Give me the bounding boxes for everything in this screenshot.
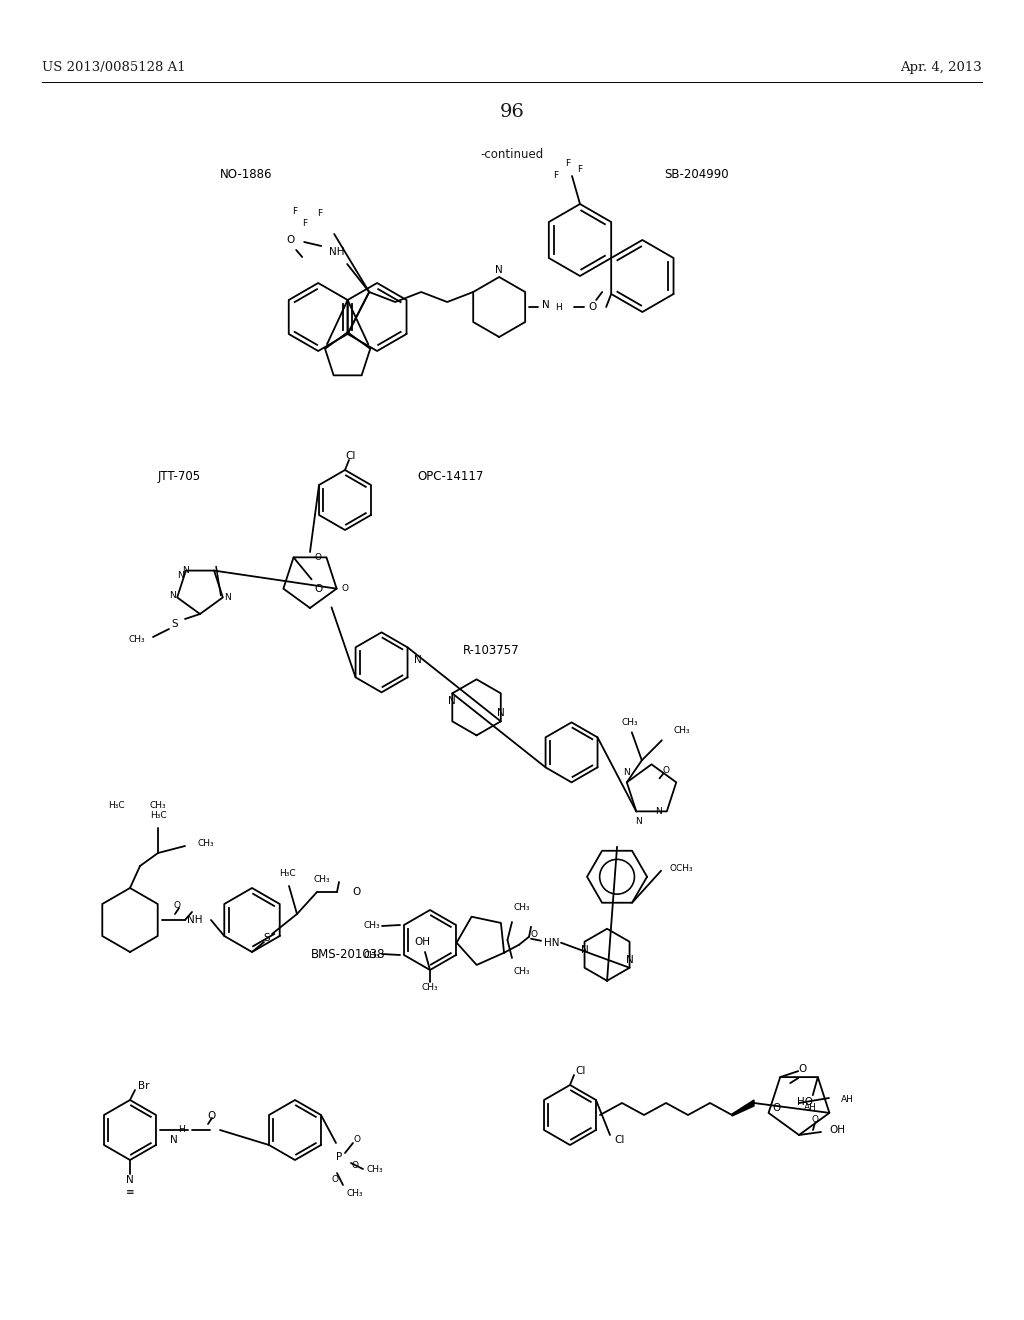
Text: ≡: ≡ — [126, 1187, 134, 1197]
Text: HN: HN — [544, 937, 559, 948]
Text: H: H — [555, 302, 561, 312]
Text: O: O — [315, 553, 322, 562]
Text: OCH₃: OCH₃ — [669, 865, 692, 874]
Text: N: N — [170, 1135, 178, 1144]
Text: F: F — [316, 210, 322, 219]
Text: F: F — [553, 172, 558, 181]
Text: F: F — [578, 165, 583, 173]
Text: F: F — [302, 219, 307, 228]
Text: -continued: -continued — [480, 149, 544, 161]
Text: CH₃: CH₃ — [674, 726, 690, 735]
Text: N: N — [543, 300, 550, 310]
Text: F: F — [565, 160, 570, 169]
Text: CH₃: CH₃ — [128, 635, 145, 644]
Polygon shape — [732, 1100, 754, 1115]
Text: NH: NH — [187, 915, 203, 925]
Text: H: H — [178, 1126, 184, 1134]
Text: O: O — [588, 302, 596, 312]
Text: O: O — [352, 887, 360, 898]
Text: N: N — [449, 697, 456, 706]
Text: CH₃: CH₃ — [313, 874, 331, 883]
Text: N: N — [581, 945, 589, 954]
Text: 96: 96 — [500, 103, 524, 121]
Text: N: N — [224, 593, 231, 602]
Text: O: O — [341, 585, 348, 593]
Text: CH₃: CH₃ — [514, 903, 530, 912]
Text: O: O — [351, 1160, 358, 1170]
Text: N: N — [497, 709, 505, 718]
Text: O: O — [332, 1175, 339, 1184]
Text: HO: HO — [797, 1097, 813, 1107]
Text: CH₃: CH₃ — [347, 1188, 364, 1197]
Text: OH: OH — [829, 1125, 845, 1135]
Text: O: O — [772, 1104, 780, 1113]
Text: NO-1886: NO-1886 — [219, 168, 272, 181]
Text: O: O — [314, 585, 323, 594]
Text: US 2013/0085128 A1: US 2013/0085128 A1 — [42, 62, 185, 74]
Text: CH₃: CH₃ — [622, 718, 638, 727]
Text: R-103757: R-103757 — [463, 644, 520, 657]
Text: O: O — [811, 1115, 818, 1125]
Text: BMS-201038: BMS-201038 — [311, 948, 385, 961]
Text: AH: AH — [841, 1096, 853, 1105]
Text: CH₃: CH₃ — [364, 950, 380, 960]
Text: S: S — [172, 619, 178, 630]
Text: H₃C: H₃C — [150, 812, 166, 821]
Text: P: P — [336, 1152, 342, 1162]
Text: N: N — [414, 655, 422, 665]
Text: N: N — [169, 591, 175, 599]
Text: CH₃: CH₃ — [514, 968, 530, 977]
Text: JTT-705: JTT-705 — [158, 470, 201, 483]
Text: O: O — [663, 766, 669, 775]
Text: N: N — [655, 807, 663, 816]
Text: N: N — [496, 265, 503, 275]
Text: CH₃: CH₃ — [364, 920, 380, 929]
Text: O: O — [798, 1064, 806, 1074]
Text: CH₃: CH₃ — [422, 983, 438, 993]
Text: CH₃: CH₃ — [198, 840, 215, 849]
Text: AH: AH — [804, 1102, 816, 1111]
Text: Cl: Cl — [575, 1067, 586, 1076]
Text: OH: OH — [414, 937, 430, 946]
Text: NH: NH — [330, 247, 345, 257]
Text: N: N — [624, 768, 630, 776]
Text: SB-204990: SB-204990 — [664, 168, 729, 181]
Text: F: F — [292, 207, 297, 216]
Text: H₃C: H₃C — [279, 870, 295, 879]
Text: O: O — [173, 902, 180, 911]
Text: Cl: Cl — [346, 451, 356, 461]
Text: N: N — [182, 566, 189, 576]
Text: OPC-14117: OPC-14117 — [418, 470, 483, 483]
Text: CH₃: CH₃ — [150, 801, 166, 810]
Text: N: N — [126, 1175, 134, 1185]
Text: N: N — [635, 817, 642, 826]
Text: H₃C: H₃C — [109, 801, 125, 810]
Text: Cl: Cl — [614, 1135, 626, 1144]
Text: O: O — [530, 931, 538, 940]
Text: Apr. 4, 2013: Apr. 4, 2013 — [900, 62, 982, 74]
Text: S: S — [264, 933, 270, 942]
Text: O: O — [208, 1111, 216, 1121]
Text: Br: Br — [138, 1081, 150, 1092]
Text: O: O — [286, 235, 294, 246]
Text: CH₃: CH₃ — [367, 1164, 384, 1173]
Text: N: N — [177, 572, 184, 579]
Text: O: O — [353, 1134, 360, 1143]
Text: N: N — [626, 954, 634, 965]
